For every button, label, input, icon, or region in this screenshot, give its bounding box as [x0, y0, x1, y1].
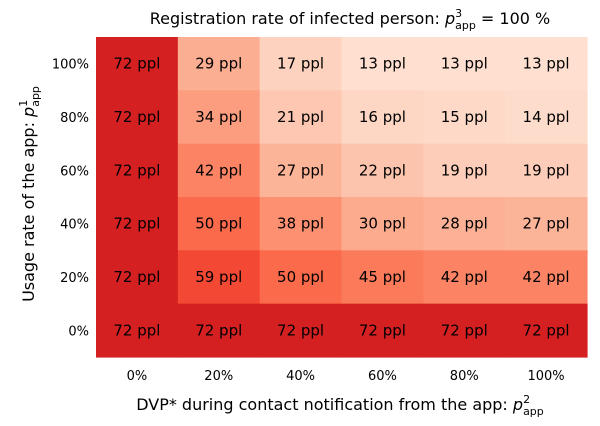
cell-value-label: 42 ppl — [195, 161, 242, 179]
y-tick-label: 40% — [60, 218, 89, 233]
heatmap-cell — [259, 37, 343, 91]
cell-value-label: 72 ppl — [195, 321, 242, 339]
cell-value-label: 13 ppl — [441, 55, 488, 73]
cell-value-label: 42 ppl — [441, 268, 488, 286]
y-tick-label: 100% — [52, 58, 89, 73]
cell-value-label: 72 ppl — [113, 321, 160, 339]
heatmap-cell — [341, 303, 424, 358]
heatmap-cell — [505, 143, 588, 198]
cell-value-label: 72 ppl — [359, 321, 406, 339]
heatmap-cell — [259, 143, 343, 198]
cell-value-label: 45 ppl — [359, 268, 406, 286]
heatmap-cell — [96, 90, 179, 145]
y-tick-label: 80% — [60, 111, 89, 126]
cell-value-label: 15 ppl — [441, 108, 488, 126]
cell-value-label: 72 ppl — [277, 321, 324, 339]
cell-value-label: 13 ppl — [523, 55, 570, 73]
x-tick-label: 0% — [127, 369, 148, 384]
heatmap-cell — [96, 197, 179, 251]
cell-value-label: 14 ppl — [523, 108, 570, 126]
cell-value-label: 34 ppl — [195, 108, 242, 126]
x-tick-label: 60% — [368, 369, 397, 384]
heatmap-cell — [341, 37, 424, 91]
x-tick-label: 40% — [286, 369, 315, 384]
heatmap-cell — [96, 37, 179, 91]
cell-value-label: 22 ppl — [359, 161, 406, 179]
heatmap-cell — [423, 250, 506, 305]
heatmap-cell — [341, 90, 424, 145]
cell-value-label: 38 ppl — [277, 215, 324, 233]
heatmap-cell — [505, 197, 588, 251]
cell-value-label: 28 ppl — [441, 215, 488, 233]
cell-value-label: 29 ppl — [195, 55, 242, 73]
heatmap-cells: 72 ppl 29 ppl 17 ppl 13 ppl 13 ppl 13 ppl 72 p… — [96, 37, 588, 358]
heatmap-cell — [96, 143, 179, 198]
heatmap-cell — [505, 90, 588, 145]
heatmap-cell — [505, 250, 588, 305]
cell-value-label: 72 ppl — [113, 268, 160, 286]
cell-value-label: 16 ppl — [359, 108, 406, 126]
cell-value-label: 72 ppl — [523, 321, 570, 339]
heatmap-cell — [259, 303, 343, 358]
cell-value-label: 19 ppl — [523, 161, 570, 179]
heatmap-cell — [259, 90, 343, 145]
heatmap-cell — [177, 250, 261, 305]
cell-value-label: 72 ppl — [113, 55, 160, 73]
cell-value-label: 72 ppl — [113, 161, 160, 179]
heatmap-cell — [423, 197, 506, 251]
heatmap-cell — [505, 303, 588, 358]
y-axis: 100% 80% 60% 40% 20% 0% — [52, 58, 89, 340]
heatmap-cell — [423, 143, 506, 198]
x-axis-title: DVP* during contact notification from th… — [136, 393, 544, 418]
cell-value-label: 72 ppl — [113, 108, 160, 126]
cell-value-label: 72 ppl — [113, 215, 160, 233]
heatmap-cell — [341, 143, 424, 198]
heatmap-cell — [177, 90, 261, 145]
heatmap-cell — [177, 37, 261, 91]
cell-value-label: 50 ppl — [277, 268, 324, 286]
cell-value-label: 17 ppl — [277, 55, 324, 73]
cell-value-label: 27 ppl — [523, 215, 570, 233]
heatmap-cell — [177, 143, 261, 198]
cell-value-label: 21 ppl — [277, 108, 324, 126]
x-tick-label: 80% — [450, 369, 479, 384]
cell-value-label: 27 ppl — [277, 161, 324, 179]
heatmap-cell — [259, 250, 343, 305]
cell-value-label: 13 ppl — [359, 55, 406, 73]
cell-value-label: 72 ppl — [441, 321, 488, 339]
y-tick-label: 0% — [68, 324, 89, 339]
heatmap-cell — [96, 250, 179, 305]
cell-value-label: 30 ppl — [359, 215, 406, 233]
heatmap-cell — [177, 197, 261, 251]
y-axis-title: Usage rate of the app: p1app — [17, 86, 42, 302]
heatmap-cell — [341, 197, 424, 251]
y-tick-label: 60% — [60, 164, 89, 179]
heatmap-cell — [177, 303, 261, 358]
cell-value-label: 59 ppl — [195, 268, 242, 286]
heatmap-cell — [423, 90, 506, 145]
heatmap-cell — [423, 37, 506, 91]
x-tick-label: 100% — [527, 369, 564, 384]
heatmap-cell — [259, 197, 343, 251]
cell-value-label: 19 ppl — [441, 161, 488, 179]
cell-value-label: 42 ppl — [523, 268, 570, 286]
cell-value-label: 50 ppl — [195, 215, 242, 233]
heatmap-cell — [341, 250, 424, 305]
x-tick-label: 20% — [204, 369, 233, 384]
heatmap-cell — [423, 303, 506, 358]
y-tick-label: 20% — [60, 271, 89, 286]
x-axis: 0% 20% 40% 60% 80% 100% — [127, 369, 565, 384]
heatmap-cell — [505, 37, 588, 91]
heatmap-cell — [96, 303, 179, 358]
chart-title: Registration rate of infected person: p3… — [150, 7, 550, 32]
